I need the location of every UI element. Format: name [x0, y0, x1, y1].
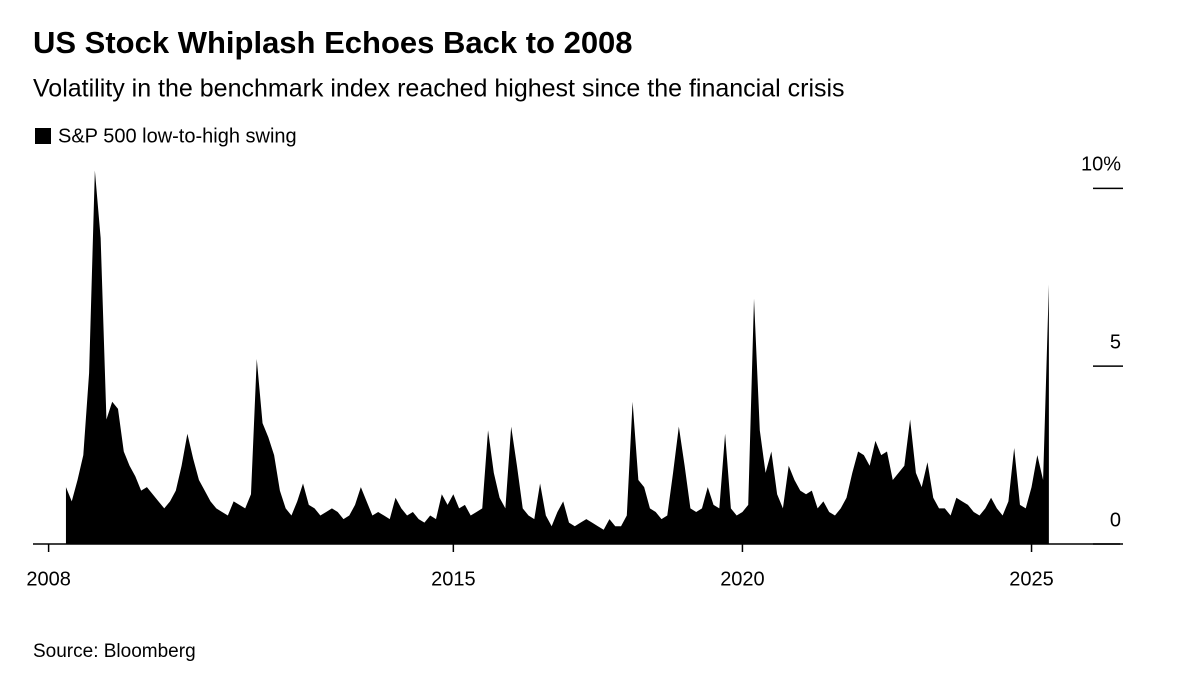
source: Source: Bloomberg	[33, 641, 196, 662]
legend-swatch	[35, 128, 51, 144]
area	[65, 170, 1049, 544]
chart-title: US Stock Whiplash Echoes Back to 2008	[33, 25, 633, 60]
x-tick-label: 2008	[26, 568, 71, 590]
y-tick-label: 10%	[1081, 154, 1121, 176]
y-tick-label: 5	[1110, 331, 1121, 353]
x-tick-label: 2015	[431, 568, 476, 590]
x-tick-label: 2025	[1009, 568, 1054, 590]
x-tick-label: 2020	[720, 568, 765, 590]
y-tick-label: 0	[1110, 509, 1121, 531]
chart-subtitle: Volatility in the benchmark index reache…	[33, 75, 845, 103]
legend-label: S&P 500 low-to-high swing	[58, 125, 297, 147]
